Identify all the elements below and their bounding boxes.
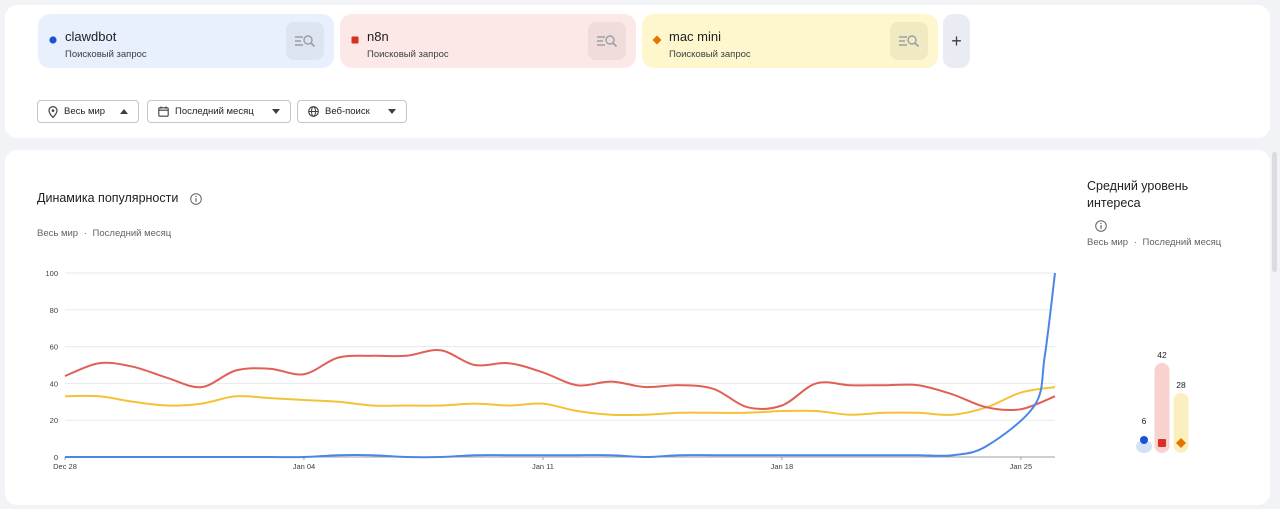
crumb-period: Последний месяц (92, 228, 172, 239)
term-name: mac mini (669, 29, 722, 44)
average-bar-clawdbot (1136, 440, 1152, 453)
average-bar-n8n (1154, 363, 1170, 453)
region-filter-label: Весь мир (64, 106, 106, 117)
region-filter[interactable]: Весь мир (37, 100, 139, 123)
source-filter[interactable]: Веб-поиск (297, 100, 407, 123)
average-marker-icon (1140, 436, 1148, 444)
crumb-region: Весь мир (1087, 237, 1129, 248)
term-subtitle: Поисковый запрос (669, 49, 751, 60)
query-explore-button[interactable] (286, 22, 324, 60)
globe-icon (308, 106, 319, 117)
query-search-icon (597, 35, 618, 48)
crumb-region: Весь мир (37, 228, 79, 239)
source-filter-label: Веб-поиск (325, 106, 370, 117)
plus-icon: + (951, 30, 962, 51)
average-interest-title: Средний уровень интереса (1087, 179, 1189, 210)
caret-down-icon (388, 109, 396, 114)
y-tick-label: 0 (54, 453, 58, 462)
average-marker-icon (1158, 439, 1166, 447)
caret-up-icon (120, 109, 128, 114)
period-filter[interactable]: Последний месяц (147, 100, 291, 123)
query-search-icon (295, 35, 316, 48)
info-icon[interactable] (190, 193, 202, 205)
y-tick-label: 60 (50, 343, 58, 352)
term-name: clawdbot (65, 29, 117, 44)
diamond-marker-icon (652, 35, 662, 45)
x-tick-label: Jan 11 (532, 462, 554, 471)
average-marker-icon (1176, 438, 1186, 448)
chart-breadcrumb: Весь мир · Последний месяц (37, 228, 171, 239)
average-breadcrumb: Весь мир · Последний месяц (1087, 237, 1221, 248)
circle-marker-icon (49, 36, 57, 44)
y-tick-label: 20 (50, 416, 58, 425)
period-filter-label: Последний месяц (175, 106, 254, 117)
query-search-icon (899, 35, 920, 48)
query-explore-button[interactable] (890, 22, 928, 60)
chart-title: Динамика популярности (37, 191, 179, 205)
info-icon[interactable] (1095, 220, 1107, 232)
series-line-clawdbot (64, 272, 1056, 459)
x-tick-label: Jan 04 (293, 462, 316, 471)
x-tick-label: Jan 25 (1010, 462, 1033, 471)
series-line-n8n (64, 349, 1056, 412)
crumb-separator: · (83, 228, 87, 239)
interest-over-time-panel: Динамика популярности Весь мир · Последн… (5, 150, 1270, 505)
x-tick-label: Jan 18 (771, 462, 794, 471)
crumb-period: Последний месяц (1142, 237, 1222, 248)
average-bar-mac-mini (1173, 393, 1189, 453)
series-line-mac-mini (64, 386, 1056, 417)
term-card-mac-mini[interactable]: mac mini Поисковый запрос (642, 14, 938, 68)
page-scrollbar[interactable] (1272, 152, 1277, 272)
y-tick-label: 80 (50, 306, 58, 315)
calendar-icon (158, 106, 169, 117)
x-tick-label: Dec 28 (53, 462, 77, 471)
average-value-label: 6 (1142, 416, 1147, 426)
search-terms-panel: clawdbot Поисковый запрос n8n Поисковый … (5, 5, 1270, 138)
term-card-clawdbot[interactable]: clawdbot Поисковый запрос (38, 14, 334, 68)
term-card-n8n[interactable]: n8n Поисковый запрос (340, 14, 636, 68)
location-pin-icon (48, 105, 58, 118)
query-explore-button[interactable] (588, 22, 626, 60)
y-tick-label: 40 (50, 379, 58, 388)
crumb-separator: · (1133, 237, 1137, 248)
average-value-label: 28 (1176, 380, 1186, 390)
average-value-label: 42 (1157, 350, 1167, 360)
y-tick-label: 100 (45, 269, 58, 278)
caret-down-icon (272, 109, 280, 114)
term-subtitle: Поисковый запрос (65, 49, 147, 60)
square-marker-icon (351, 36, 359, 44)
term-subtitle: Поисковый запрос (367, 49, 449, 60)
term-name: n8n (367, 29, 389, 44)
add-term-button[interactable]: + (943, 14, 970, 68)
